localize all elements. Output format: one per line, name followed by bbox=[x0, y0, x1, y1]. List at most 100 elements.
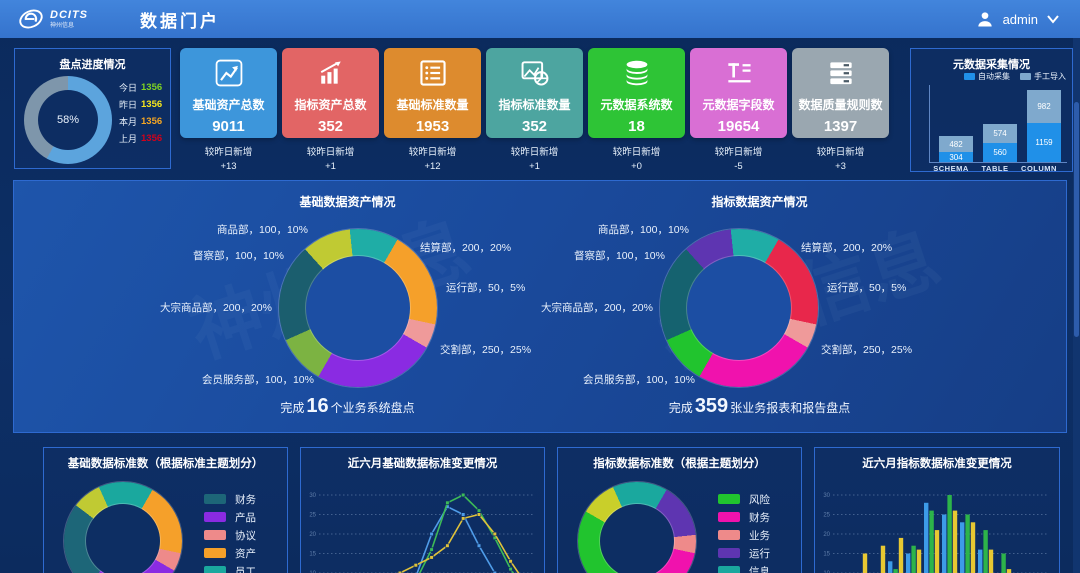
legend-swatch bbox=[718, 548, 740, 558]
metric-card-wrap: 基础标准数量 1953 较昨日新增 +12 bbox=[384, 48, 481, 175]
bar bbox=[942, 514, 947, 573]
legend-item[interactable]: 信息 bbox=[718, 562, 770, 573]
scrollbar-thumb[interactable] bbox=[1074, 102, 1079, 337]
page-title: 数据门户 bbox=[140, 11, 220, 31]
progress-donut-chart[interactable]: 58% bbox=[24, 76, 112, 164]
metric-card[interactable]: 元数据系统数 18 bbox=[588, 48, 685, 138]
bar bbox=[906, 553, 911, 573]
bar bbox=[952, 510, 958, 573]
user-menu[interactable]: admin bbox=[975, 0, 1060, 38]
footer-suffix: 个业务系统盘点 bbox=[330, 401, 415, 415]
bar bbox=[947, 495, 952, 573]
vertical-scrollbar[interactable] bbox=[1073, 38, 1080, 573]
card-delta-label: 较昨日新增 bbox=[510, 147, 559, 158]
legend-item[interactable]: 员工 bbox=[204, 562, 256, 573]
brand-logo[interactable]: DCITS 神州信息 bbox=[18, 6, 88, 32]
data-point-marker bbox=[461, 516, 466, 521]
legend-label: 员工 bbox=[235, 565, 256, 573]
progress-stat-row: 本月 1356 bbox=[119, 113, 169, 130]
card-delta: 较昨日新增 +13 bbox=[180, 146, 277, 175]
basic-asset-donut-chart[interactable] bbox=[279, 229, 437, 387]
card-delta-value: +3 bbox=[835, 161, 846, 173]
metric-card[interactable]: 元数据字段数 19654 bbox=[690, 48, 787, 138]
y-tick-label: 30 bbox=[823, 493, 830, 499]
stat-label: 本月 bbox=[119, 117, 138, 127]
bar bbox=[924, 502, 929, 573]
card-delta-label: 较昨日新增 bbox=[612, 147, 661, 158]
data-point-marker bbox=[461, 512, 466, 517]
legend-swatch bbox=[718, 566, 740, 573]
legend-swatch bbox=[718, 494, 740, 504]
donut-slice-label: 交割部，250，25% bbox=[821, 344, 913, 356]
category-label: TABLE bbox=[981, 164, 1009, 173]
panel-title: 近六月指标数据标准变更情况 bbox=[862, 458, 1012, 470]
y-tick-label: 10 bbox=[823, 571, 830, 573]
stacked-bar[interactable]: 574 560 bbox=[983, 124, 1017, 162]
donut-slice-label: 运行部，50，5% bbox=[446, 282, 526, 294]
brand-name: DCITS bbox=[50, 8, 88, 21]
card-delta: 较昨日新增 +1 bbox=[486, 146, 583, 175]
donut-slice-label: 大宗商品部，200，20% bbox=[540, 302, 653, 314]
legend-label: 财务 bbox=[749, 511, 770, 524]
bar bbox=[880, 545, 886, 573]
bar bbox=[960, 522, 965, 573]
legend-item[interactable]: 业务 bbox=[718, 526, 770, 544]
donut-slice-label: 会员服务部，100，10% bbox=[582, 374, 695, 386]
legend-item[interactable]: 风险 bbox=[718, 490, 770, 508]
y-tick-label: 25 bbox=[309, 513, 316, 519]
donut-slice-label: 交割部，250，25% bbox=[440, 344, 532, 356]
legend-item[interactable]: 财务 bbox=[204, 490, 256, 508]
panel-title: 元数据采集情况 bbox=[953, 59, 1030, 71]
asset-overview-panel: 神州信息 神州信息 基础数据资产情况 商品部，100，10%督察部，100，10… bbox=[13, 180, 1067, 433]
basic-standard-trend-panel: 近六月基础数据标准变更情况 51015202530 bbox=[300, 447, 545, 573]
card-delta: 较昨日新增 +3 bbox=[792, 146, 889, 175]
card-delta-label: 较昨日新增 bbox=[204, 147, 253, 158]
stacked-bar[interactable]: 482 304 bbox=[939, 136, 973, 162]
indicator-asset-footer: 完成 359 张业务报表和报告盘点 bbox=[496, 395, 1023, 418]
bar bbox=[988, 549, 994, 573]
trend-line-icon bbox=[180, 56, 277, 90]
metric-cards-row: 基础资产总数 9011 较昨日新增 +13 指标资产总数 352 较昨日新增 +1 基础标准数量… bbox=[180, 48, 889, 175]
data-point-marker bbox=[429, 547, 434, 552]
metric-card[interactable]: 基础标准数量 1953 bbox=[384, 48, 481, 138]
stacked-bar[interactable]: 982 1159 bbox=[1027, 90, 1061, 162]
stat-value: 1356 bbox=[141, 82, 163, 93]
legend-item[interactable]: 手工导入 bbox=[1020, 71, 1066, 82]
legend-item[interactable]: 运行 bbox=[718, 544, 770, 562]
metric-card[interactable]: 基础资产总数 9011 bbox=[180, 48, 277, 138]
bar bbox=[978, 549, 983, 573]
y-tick-label: 10 bbox=[309, 571, 316, 573]
bar-segment: 560 bbox=[983, 143, 1017, 162]
indicator-standard-bar-chart[interactable]: 51015202530 bbox=[819, 472, 1057, 573]
basic-standard-donut-chart[interactable] bbox=[64, 482, 182, 573]
metric-card[interactable]: 数据质量规则数 1397 bbox=[792, 48, 889, 138]
legend-label: 运行 bbox=[749, 547, 770, 560]
legend-item[interactable]: 协议 bbox=[204, 526, 256, 544]
card-delta-label: 较昨日新增 bbox=[816, 147, 865, 158]
data-point-marker bbox=[492, 531, 497, 537]
legend-item[interactable]: 产品 bbox=[204, 508, 256, 526]
panel-title: 指标数据标准数（根据主题划分） bbox=[593, 458, 766, 470]
card-value: 19654 bbox=[717, 118, 760, 135]
legend-item[interactable]: 资产 bbox=[204, 544, 256, 562]
card-label: 指标标准数量 bbox=[498, 98, 571, 112]
bar bbox=[862, 553, 868, 573]
stat-value: 1356 bbox=[141, 133, 163, 144]
donut-slice-label: 结算部，200，20% bbox=[801, 242, 893, 254]
metric-card[interactable]: 指标标准数量 352 bbox=[486, 48, 583, 138]
indicator-standard-donut-chart[interactable] bbox=[578, 482, 696, 573]
basic-standard-line-chart[interactable]: 51015202530 bbox=[305, 472, 542, 573]
donut-slice-label: 商品部，100，10% bbox=[216, 224, 308, 236]
legend-item[interactable]: 财务 bbox=[718, 508, 770, 526]
basic-asset-chart-section: 基础数据资产情况 商品部，100，10% 督察部，100，10% 大宗商品部，200… bbox=[14, 181, 541, 434]
metric-card[interactable]: 指标资产总数 352 bbox=[282, 48, 379, 138]
indicator-asset-donut-chart[interactable] bbox=[660, 229, 818, 387]
line-series bbox=[396, 513, 520, 573]
line-series bbox=[416, 505, 496, 573]
donut-slice-label: 运行部，50，5% bbox=[827, 282, 907, 294]
collection-bar-chart[interactable]: 482 304 574 560 982 1159 bbox=[929, 85, 1067, 163]
progress-percent: 58% bbox=[38, 90, 98, 150]
inventory-progress-panel: 盘点进度情况 58% 今日 1356 昨日 1356 本月 1356 上月 1356 bbox=[14, 48, 171, 169]
card-delta-value: +12 bbox=[424, 161, 441, 173]
legend-item[interactable]: 自动采集 bbox=[964, 71, 1010, 82]
